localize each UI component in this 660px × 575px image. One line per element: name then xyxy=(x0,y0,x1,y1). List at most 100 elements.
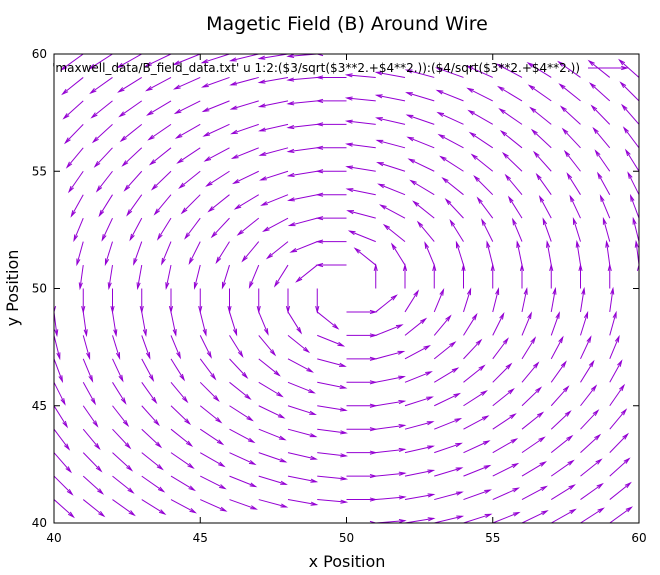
field-arrow xyxy=(315,216,347,221)
field-arrow xyxy=(566,172,581,195)
field-arrow xyxy=(521,461,548,477)
y-axis-label: y Position xyxy=(3,250,22,327)
field-arrow xyxy=(638,307,639,312)
field-arrow xyxy=(579,54,581,55)
field-arrow xyxy=(133,241,143,266)
field-arrow xyxy=(170,381,189,404)
field-arrow xyxy=(351,54,376,55)
field-arrow xyxy=(463,364,486,383)
field-arrow xyxy=(141,335,151,360)
field-arrow xyxy=(433,367,460,383)
field-arrow xyxy=(315,54,347,57)
field-arrow xyxy=(315,169,347,174)
field-arrow xyxy=(200,452,226,468)
field-arrow xyxy=(172,76,201,90)
field-arrow xyxy=(375,324,404,336)
field-arrow xyxy=(257,100,289,108)
field-arrow xyxy=(463,415,490,430)
field-arrow xyxy=(89,77,113,95)
field-arrow xyxy=(609,457,631,477)
field-arrow xyxy=(609,359,623,383)
field-arrow xyxy=(550,410,572,430)
field-arrow xyxy=(107,264,113,291)
field-arrow xyxy=(121,147,143,167)
field-arrow xyxy=(286,100,318,106)
field-arrow xyxy=(170,311,177,337)
field-arrow xyxy=(550,54,552,55)
field-arrow xyxy=(467,109,493,125)
field-arrow xyxy=(609,286,615,313)
field-arrow xyxy=(377,183,406,196)
field-arrow xyxy=(90,100,113,119)
field-arrow xyxy=(521,411,545,430)
legend-arrow-icon xyxy=(588,65,629,71)
field-arrow xyxy=(54,288,57,314)
field-arrow xyxy=(112,522,114,523)
field-arrow xyxy=(141,405,160,427)
field-arrow xyxy=(241,241,260,263)
field-arrow xyxy=(88,54,113,70)
field-arrow xyxy=(346,356,378,361)
field-arrow xyxy=(82,335,91,361)
field-arrow xyxy=(519,263,525,289)
y-tick-label: 55 xyxy=(32,164,47,178)
field-arrow xyxy=(286,123,318,130)
field-arrow xyxy=(112,475,135,494)
field-arrow xyxy=(54,218,55,220)
x-tick-label: 60 xyxy=(631,531,646,545)
field-arrow xyxy=(110,288,115,314)
field-arrow xyxy=(406,136,435,149)
field-arrow xyxy=(215,241,230,265)
field-arrow xyxy=(549,263,554,289)
field-arrow xyxy=(141,499,167,515)
field-arrow xyxy=(619,81,639,102)
field-arrow xyxy=(141,475,166,493)
field-arrow xyxy=(436,111,464,125)
field-arrow xyxy=(256,288,261,314)
field-arrow xyxy=(550,335,564,360)
field-arrow xyxy=(496,63,523,78)
field-arrow xyxy=(627,171,639,195)
field-arrow xyxy=(229,452,257,466)
field-arrow xyxy=(170,358,186,382)
field-arrow xyxy=(439,155,464,172)
field-arrow xyxy=(521,436,546,454)
field-arrow xyxy=(433,314,452,336)
field-arrow xyxy=(375,424,407,430)
field-arrow xyxy=(287,499,319,506)
field-arrow xyxy=(346,450,378,455)
field-arrow xyxy=(533,150,552,172)
field-arrow xyxy=(580,433,602,454)
field-arrow xyxy=(344,73,376,78)
field-arrow xyxy=(82,475,105,495)
field-arrow xyxy=(496,85,523,102)
field-arrow xyxy=(258,475,288,485)
field-arrow xyxy=(129,217,143,242)
field-arrow xyxy=(463,312,478,336)
field-arrow xyxy=(463,287,472,313)
field-arrow xyxy=(402,263,408,289)
field-arrow xyxy=(112,358,124,383)
field-arrow xyxy=(101,217,113,242)
field-arrow xyxy=(145,100,172,116)
field-arrow xyxy=(620,103,639,125)
field-arrow xyxy=(233,194,260,210)
field-arrow xyxy=(592,126,611,149)
field-arrow xyxy=(258,358,281,377)
field-arrow xyxy=(542,217,552,242)
field-arrow xyxy=(54,382,66,406)
field-arrow xyxy=(231,170,259,185)
field-arrow xyxy=(638,381,639,383)
field-arrow xyxy=(203,147,230,162)
y-tick-label: 45 xyxy=(32,399,47,413)
field-arrow xyxy=(112,428,132,450)
field-arrow xyxy=(530,128,552,149)
field-arrow xyxy=(492,337,509,360)
field-arrow xyxy=(287,452,318,460)
field-arrow xyxy=(54,241,55,244)
field-arrow xyxy=(141,452,164,471)
field-arrow xyxy=(375,399,407,407)
field-arrow xyxy=(315,122,347,127)
field-arrow xyxy=(373,263,378,289)
field-arrow xyxy=(178,170,201,190)
